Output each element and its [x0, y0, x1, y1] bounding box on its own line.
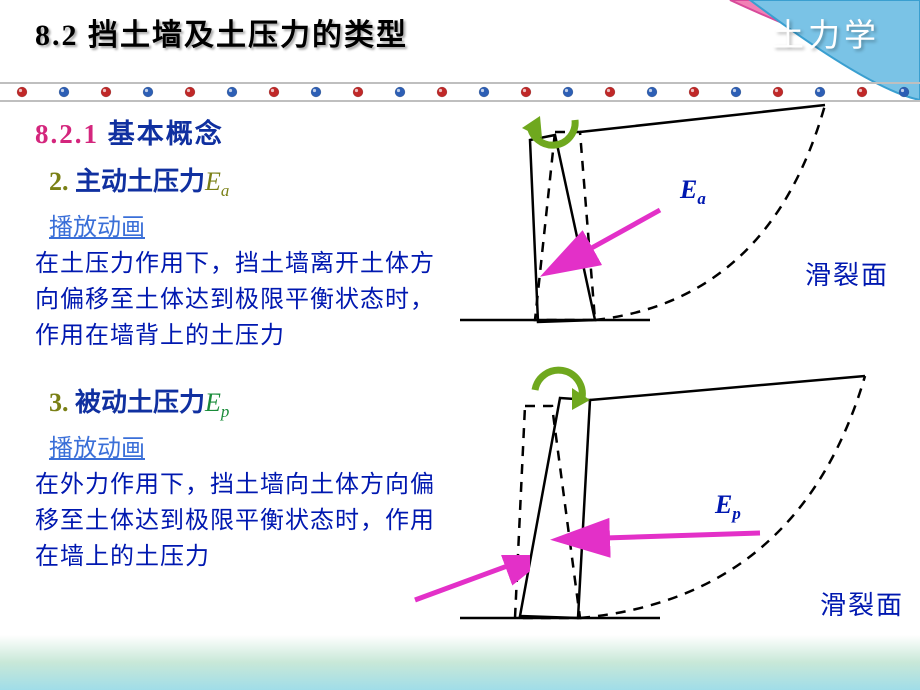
- Ep-label: Ep: [715, 490, 741, 524]
- slip-surface-label-2: 滑裂面: [820, 585, 904, 622]
- Ea-label: Ea: [680, 175, 706, 209]
- item-3-title: 被动土压力: [75, 388, 205, 417]
- chapter-label: 土力学: [772, 10, 880, 56]
- section-title: 8.2 挡土墙及土压力的类型: [35, 10, 408, 54]
- slip-surface-label-1: 滑裂面: [805, 255, 889, 292]
- subsection-heading: 8.2.1 基本概念: [35, 112, 455, 151]
- section-title-text: 挡土墙及土压力的类型: [88, 19, 408, 52]
- item-3-heading: 3. 被动土压力Ep: [49, 382, 455, 422]
- text-content: 8.2.1 基本概念 2. 主动土压力Ea 播放动画 在土压力作用下，挡土墙离开…: [35, 112, 455, 575]
- play-animation-link-1[interactable]: 播放动画: [49, 207, 455, 242]
- slide-header: 8.2 挡土墙及土压力的类型 土力学: [0, 0, 920, 54]
- item-3-num: 3.: [49, 388, 69, 417]
- item-2-symbol: Ea: [205, 167, 229, 196]
- item-2-title: 主动土压力: [75, 167, 205, 196]
- item-2-description: 在土压力作用下，挡土墙离开土体方向偏移至土体达到极限平衡状态时，作用在墙背上的土…: [35, 246, 455, 354]
- play-animation-link-2[interactable]: 播放动画: [49, 428, 455, 463]
- section-number: 8.2: [35, 19, 79, 52]
- item-3-description: 在外力作用下，挡土墙向土体方向偏移至土体达到极限平衡状态时，作用在墙上的土压力: [35, 467, 455, 575]
- item-2-num: 2.: [49, 167, 69, 196]
- item-3-symbol: Ep: [205, 388, 229, 417]
- text-pointer-arrow: [410, 555, 530, 615]
- item-2-heading: 2. 主动土压力Ea: [49, 161, 455, 201]
- subsection-number: 8.2.1: [35, 119, 99, 149]
- subsection-text: 基本概念: [108, 119, 224, 149]
- diagram-active-pressure: [430, 90, 910, 350]
